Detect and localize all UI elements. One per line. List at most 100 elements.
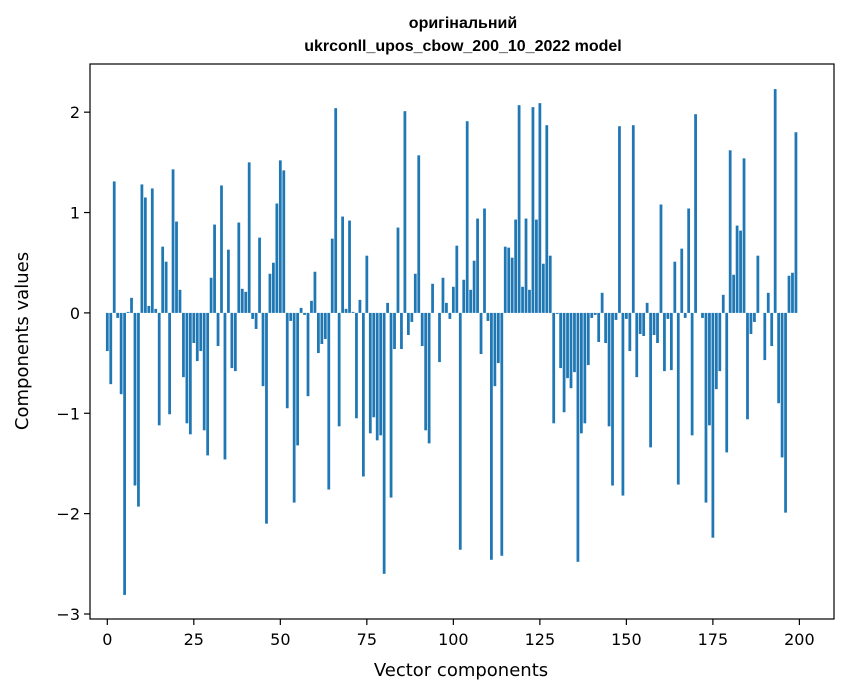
x-tick-label: 0 [102,630,112,649]
bar [140,184,144,313]
bar [233,312,237,372]
bar [244,291,248,313]
bar [116,312,120,318]
bar [119,312,123,395]
bar [445,302,448,313]
bar [659,204,663,313]
bar [618,126,621,313]
bar [746,312,749,420]
bar [573,312,576,373]
bar [521,286,524,313]
bar [690,312,694,436]
bar [396,227,400,313]
bar [368,312,372,434]
bar [545,125,549,313]
bar [438,312,441,363]
bar [555,312,559,314]
y-axis-label: Components values [12,252,33,430]
bar [600,292,604,313]
bar [476,218,479,313]
bar [130,297,133,313]
bar [299,307,303,313]
bar [278,160,282,313]
bar [317,312,320,354]
bar [735,225,739,313]
x-tick-label: 100 [438,630,469,649]
bar [510,257,514,313]
bar [209,277,213,313]
bar [486,312,490,321]
bar [576,312,580,562]
bar [766,292,770,313]
bar [638,312,642,334]
bar [178,289,182,313]
bar [493,312,497,387]
bar [306,312,310,397]
bar [220,185,223,313]
bar [562,312,566,413]
bar [451,286,455,313]
chart-title-line-1: оригінальний [409,15,517,32]
bar [195,312,199,362]
bar [753,312,756,322]
bar [642,312,646,336]
bar [403,111,407,313]
bar [171,169,175,313]
bar [794,132,798,313]
x-tick-label: 200 [784,630,815,649]
bar [462,279,466,313]
bar [351,311,355,313]
bar [739,230,742,313]
bar [382,312,386,574]
bar [721,294,725,313]
bar [185,312,189,424]
bar [583,312,587,424]
bar [327,312,331,490]
bar [213,224,216,313]
bar [365,255,369,313]
bar [386,302,389,313]
bar [168,312,171,415]
bar [649,312,652,448]
bar [199,312,203,352]
bar [517,105,521,313]
bar [704,312,708,503]
bar [784,312,787,513]
bar [694,114,697,313]
bar [310,300,313,313]
bar [282,170,286,313]
bar [261,312,265,387]
bar [417,155,421,313]
bar [202,312,206,431]
bar [406,312,410,335]
bar [673,261,677,313]
bar [711,312,715,538]
bar [143,197,147,313]
bar [313,271,317,313]
bar [427,312,431,444]
bar [507,247,511,313]
bar [105,312,109,352]
bar [770,312,774,347]
bar [528,289,531,313]
bar [458,312,462,550]
bar [223,312,227,460]
bar [496,312,500,364]
bar [607,312,611,427]
bar [586,312,590,366]
bar [773,89,777,313]
bar [216,312,220,347]
bar [666,312,670,319]
y-tick-label: 1 [70,204,80,223]
bar [580,312,583,434]
bar [683,312,687,318]
bar [714,312,718,390]
plot-frame [89,63,835,620]
bar [137,312,140,507]
bar [275,203,279,313]
chart-title-line-2: ukrconll_upos_cbow_200_10_2022 model [304,38,621,55]
bar [538,103,542,313]
bar [756,255,760,313]
bar [251,312,255,319]
bar [742,158,746,313]
